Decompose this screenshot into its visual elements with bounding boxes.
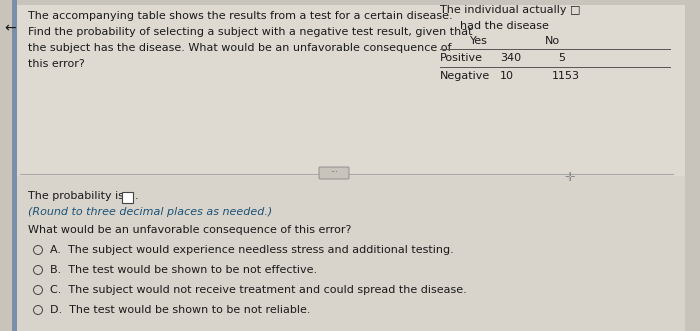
- FancyBboxPatch shape: [319, 167, 349, 179]
- Text: B.  The test would be shown to be not effective.: B. The test would be shown to be not eff…: [50, 265, 317, 275]
- Text: Find the probability of selecting a subject with a negative test result, given t: Find the probability of selecting a subj…: [28, 27, 472, 37]
- Text: this error?: this error?: [28, 59, 85, 69]
- Text: D.  The test would be shown to be not reliable.: D. The test would be shown to be not rel…: [50, 305, 311, 315]
- Text: Negative: Negative: [440, 71, 490, 81]
- Text: The accompanying table shows the results from a test for a certain disease.: The accompanying table shows the results…: [28, 11, 453, 21]
- Bar: [122, 192, 133, 203]
- Text: 5: 5: [558, 53, 565, 63]
- Bar: [12, 176, 685, 331]
- Text: ←: ←: [4, 21, 15, 35]
- Text: ✛: ✛: [565, 171, 575, 184]
- Text: 1153: 1153: [552, 71, 580, 81]
- Text: A.  The subject would experience needless stress and additional testing.: A. The subject would experience needless…: [50, 245, 454, 255]
- Bar: [12, 5, 685, 176]
- Text: the subject has the disease. What would be an unfavorable consequence of: the subject has the disease. What would …: [28, 43, 452, 53]
- Text: What would be an unfavorable consequence of this error?: What would be an unfavorable consequence…: [28, 225, 351, 235]
- Text: No: No: [545, 36, 560, 46]
- Text: (Round to three decimal places as needed.): (Round to three decimal places as needed…: [28, 207, 272, 217]
- Text: Positive: Positive: [440, 53, 483, 63]
- Text: had the disease: had the disease: [460, 21, 549, 31]
- Text: C.  The subject would not receive treatment and could spread the disease.: C. The subject would not receive treatme…: [50, 285, 467, 295]
- Text: 10: 10: [500, 71, 514, 81]
- Bar: [12, 0, 17, 331]
- Text: Yes: Yes: [470, 36, 488, 46]
- Text: The probability is: The probability is: [28, 191, 124, 201]
- Text: .: .: [135, 191, 139, 201]
- Text: The individual actually □: The individual actually □: [440, 5, 580, 15]
- Text: 340: 340: [500, 53, 521, 63]
- Text: ···: ···: [330, 168, 338, 177]
